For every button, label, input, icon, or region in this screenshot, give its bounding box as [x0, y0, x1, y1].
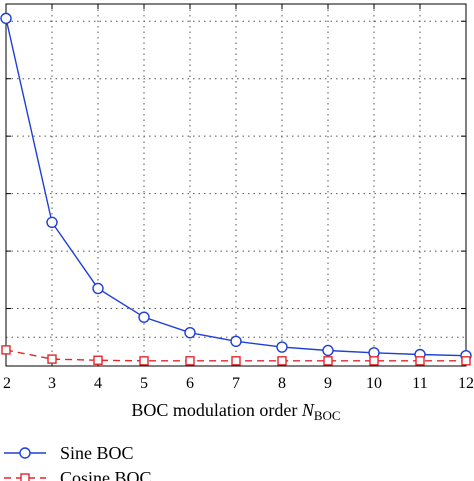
point-1-9: [415, 356, 425, 366]
point-0-2: [92, 282, 104, 295]
point-1-6: [277, 356, 287, 366]
markers: [0, 12, 472, 366]
x-tick-label: 5: [140, 375, 148, 392]
x-tick-label: 10: [366, 375, 382, 392]
x-tick-label: 11: [412, 375, 427, 392]
legend-label-1: Cosine BOC: [60, 468, 152, 481]
point-0-6: [276, 341, 288, 353]
x-tick-label: 4: [94, 375, 102, 392]
plot-frame: [5, 3, 467, 367]
x-tick-label: 7: [232, 375, 240, 392]
point-0-5: [230, 335, 242, 347]
point-1-7: [323, 356, 333, 366]
point-0-3: [138, 311, 150, 323]
x-tick-labels: 2 3 4 5 6 7 8 9 10 11 12: [3, 375, 474, 392]
legend: Sine BOC Cosine BOC: [4, 443, 152, 481]
grid: [6, 4, 466, 366]
series-line-0: [5, 18, 467, 357]
legend-marker-0: [19, 447, 31, 459]
point-1-5: [231, 356, 241, 366]
x-tick-label: 9: [324, 375, 332, 392]
x-tick-label: 2: [3, 375, 11, 392]
x-axis-label-main: BOC modulation order: [131, 400, 301, 420]
point-0-1: [46, 216, 58, 229]
x-tick-label: 12: [458, 375, 474, 392]
point-1-3: [139, 356, 149, 366]
x-axis-label-sub: BOC: [314, 408, 341, 423]
legend-label-0: Sine BOC: [60, 443, 134, 463]
point-1-4: [185, 356, 195, 366]
x-axis-label-var: N: [301, 400, 315, 420]
point-1-8: [369, 356, 379, 366]
series-lines: [5, 18, 467, 362]
x-tick-label: 6: [186, 375, 194, 392]
point-0-4: [184, 326, 196, 339]
legend-marker-1: [20, 473, 30, 481]
x-axis-label: BOC modulation order NBOC: [131, 400, 340, 423]
point-1-2: [93, 355, 103, 365]
point-1-1: [47, 354, 57, 364]
ticks: [5, 4, 467, 366]
x-tick-label: 8: [278, 375, 286, 392]
point-0-0: [0, 12, 12, 25]
point-0-7: [322, 344, 334, 357]
x-tick-label: 3: [48, 375, 56, 392]
point-1-0: [1, 345, 11, 355]
point-1-10: [461, 356, 471, 366]
